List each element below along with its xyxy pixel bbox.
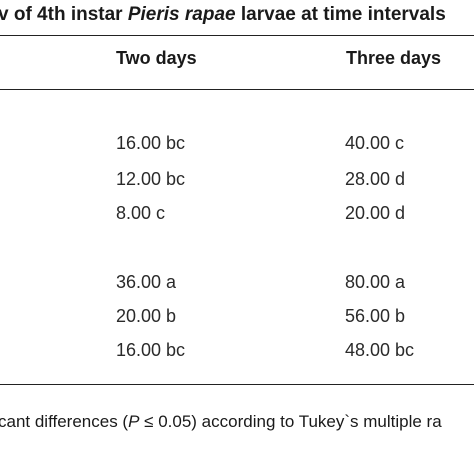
table-cell: 16.00 bc <box>116 133 186 153</box>
table-title: v of 4th instar Pieris rapae larvae at t… <box>0 4 446 26</box>
table-cell: 12.00 bc <box>116 169 186 189</box>
table-cell: 80.00 a <box>345 272 406 292</box>
table-header-rule <box>0 89 474 90</box>
table-cell: 40.00 c <box>345 133 405 153</box>
column-header-two-days: Two days <box>116 48 197 68</box>
footnote-prefix: cant differences ( <box>0 412 129 431</box>
table-cell: 36.00 a <box>116 272 177 292</box>
title-species: Pieris rapae <box>127 4 236 25</box>
table-cell: 48.00 bc <box>345 340 415 360</box>
table-cell: 20.00 b <box>116 306 177 326</box>
title-prefix: v of 4th instar <box>0 4 128 25</box>
table-cell: 8.00 c <box>116 203 166 223</box>
table-cell: 16.00 bc <box>116 340 186 360</box>
table-cell: 28.00 d <box>345 169 406 189</box>
table-cell: 20.00 d <box>345 203 406 223</box>
table-footnote: cant differences (P ≤ 0.05) according to… <box>0 412 442 432</box>
title-suffix: larvae at time intervals <box>235 4 446 25</box>
column-header-three-days: Three days <box>346 48 442 68</box>
table-top-rule <box>0 35 474 36</box>
table-bottom-rule <box>0 384 474 385</box>
footnote-p-variable: P <box>128 412 140 431</box>
footnote-suffix: ≤ 0.05) according to Tukey`s multiple ra <box>139 412 442 431</box>
table-cell: 56.00 b <box>345 306 406 326</box>
